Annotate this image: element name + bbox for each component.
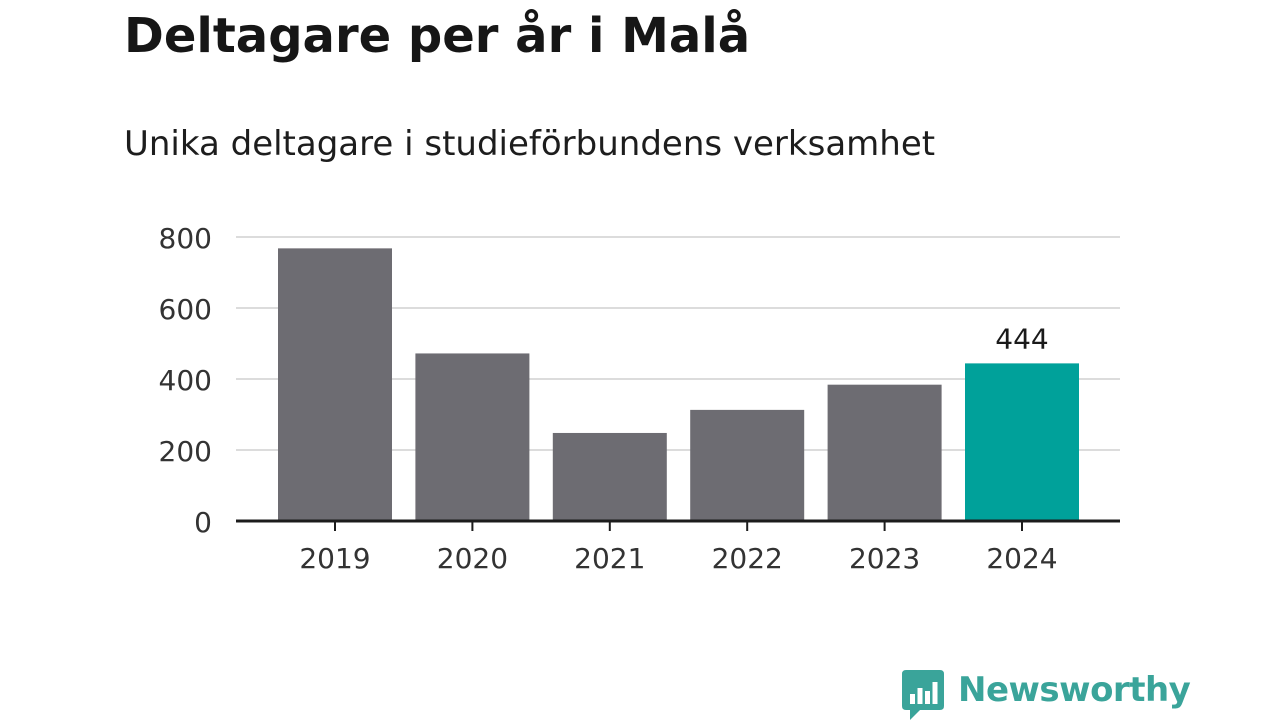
x-tick-label: 2023 — [849, 542, 920, 575]
bar-2022 — [690, 409, 805, 521]
bar-2020 — [415, 353, 530, 521]
bar-2023 — [827, 384, 942, 521]
x-tick-label: 2021 — [574, 542, 645, 575]
bar-2019 — [278, 248, 392, 522]
newsworthy-logo: Newsworthy — [902, 670, 1191, 720]
y-tick-label: 600 — [159, 293, 212, 326]
x-tick-label: 2019 — [299, 542, 370, 575]
bar-2024 — [965, 363, 1079, 521]
bar-2021 — [552, 432, 667, 521]
y-tick-label: 200 — [159, 435, 212, 468]
axes — [236, 519, 1120, 531]
chart-title: Deltagare per år i Malå — [124, 8, 751, 64]
labels: 0 200 400 600 800 2019 2020 2021 2022 2023 2024 444 — [159, 222, 1058, 575]
chart-subtitle: Unika deltagare i studieförbundens verks… — [124, 124, 936, 164]
y-tick-label: 0 — [194, 506, 212, 539]
x-tick-label: 2020 — [437, 542, 508, 575]
bar-chart-speech-bubble-icon — [902, 670, 944, 720]
x-tick-label: 2022 — [712, 542, 783, 575]
y-tick-label: 800 — [159, 222, 212, 255]
bars — [278, 248, 1079, 522]
y-tick-label: 400 — [159, 364, 212, 397]
data-label: 444 — [995, 322, 1048, 355]
x-tick-label: 2024 — [986, 542, 1057, 575]
logo-wordmark: Newsworthy — [958, 670, 1191, 710]
